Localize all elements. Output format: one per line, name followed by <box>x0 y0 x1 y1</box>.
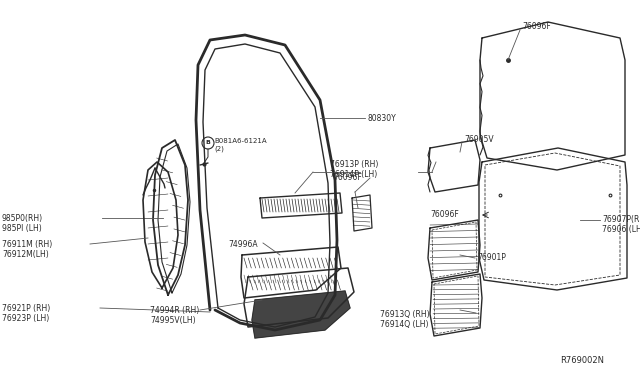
Text: 76096F: 76096F <box>430 210 459 219</box>
Text: 76921P (RH)
76923P (LH): 76921P (RH) 76923P (LH) <box>2 304 51 323</box>
Text: 985P0(RH)
985PI (LH): 985P0(RH) 985PI (LH) <box>2 214 43 233</box>
Text: 76905V: 76905V <box>464 135 493 144</box>
Text: 74996A: 74996A <box>228 240 258 249</box>
Text: 76907P(RH)
76906 (LH): 76907P(RH) 76906 (LH) <box>602 215 640 234</box>
Text: 76913Q (RH)
76914Q (LH): 76913Q (RH) 76914Q (LH) <box>380 310 429 329</box>
Text: 76913P (RH)
76914P (LH): 76913P (RH) 76914P (LH) <box>330 160 378 179</box>
Text: 80830Y: 80830Y <box>367 114 396 123</box>
Text: 76096F: 76096F <box>522 22 551 31</box>
Polygon shape <box>252 291 350 338</box>
Text: 74994R (RH)
74995V(LH): 74994R (RH) 74995V(LH) <box>150 306 199 326</box>
Text: B: B <box>205 141 211 145</box>
Text: R769002N: R769002N <box>560 356 604 365</box>
Text: 76901P: 76901P <box>477 253 506 262</box>
Text: 76096F: 76096F <box>333 173 362 182</box>
Text: 76911M (RH)
76912M(LH): 76911M (RH) 76912M(LH) <box>2 240 52 259</box>
Text: B081A6-6121A
(2): B081A6-6121A (2) <box>214 138 267 151</box>
